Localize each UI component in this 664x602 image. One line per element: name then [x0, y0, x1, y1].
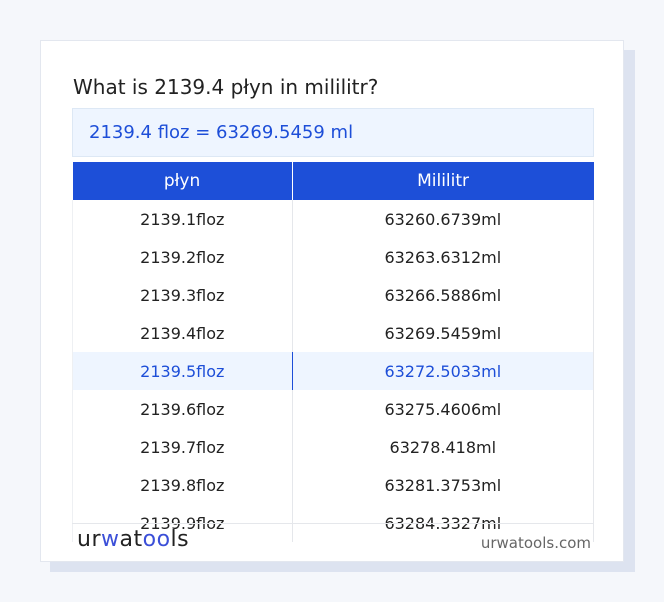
page-title: What is 2139.4 płyn in mililitr?	[73, 75, 379, 99]
logo-part: ur	[77, 527, 101, 552]
floz-cell: 2139.1floz	[72, 200, 293, 238]
divider	[72, 523, 594, 524]
logo-part: ls	[170, 527, 190, 552]
table-row: 2139.4floz 63269.5459ml	[72, 314, 595, 352]
ml-cell: 63266.5886ml	[291, 276, 595, 314]
floz-cell: 2139.4floz	[72, 314, 293, 352]
ml-cell: 63275.4606ml	[291, 390, 595, 428]
table-row: 2139.6floz 63275.4606ml	[72, 390, 595, 428]
ml-cell: 63263.6312ml	[291, 238, 595, 276]
ml-cell: 63269.5459ml	[291, 314, 595, 352]
table-row: 2139.2floz 63263.6312ml	[72, 238, 595, 276]
logo-part: w	[101, 527, 120, 552]
site-link[interactable]: urwatools.com	[480, 534, 591, 552]
header-plyn: płyn	[72, 162, 293, 200]
ml-cell: 63260.6739ml	[291, 200, 595, 238]
ml-cell: 63272.5033ml	[291, 352, 595, 390]
table-row: 2139.8floz 63281.3753ml	[72, 466, 595, 504]
floz-cell: 2139.6floz	[72, 390, 293, 428]
logo-part: oo	[142, 527, 171, 552]
ml-cell: 63278.418ml	[291, 428, 595, 466]
table-row: 2139.7floz 63278.418ml	[72, 428, 595, 466]
floz-cell: 2139.2floz	[72, 238, 293, 276]
floz-cell: 2139.3floz	[72, 276, 293, 314]
header-mililitr: Mililitr	[292, 162, 594, 200]
floz-cell: 2139.5floz	[72, 352, 293, 390]
table-row: 2139.3floz 63266.5886ml	[72, 276, 595, 314]
floz-cell: 2139.8floz	[72, 466, 293, 504]
urwatools-logo[interactable]: urwatools	[77, 527, 189, 552]
table-row: 2139.5floz 63272.5033ml	[72, 352, 595, 390]
converter-card: What is 2139.4 płyn in mililitr? 2139.4 …	[40, 40, 624, 562]
conversion-table: płyn Mililitr 2139.1floz 63260.6739ml 2139.…	[72, 162, 595, 542]
floz-cell: 2139.7floz	[72, 428, 293, 466]
table-row: 2139.1floz 63260.6739ml	[72, 200, 595, 238]
result-box: 2139.4 floz = 63269.5459 ml	[72, 108, 594, 157]
ml-cell: 63281.3753ml	[291, 466, 595, 504]
logo-part: at	[119, 527, 143, 552]
